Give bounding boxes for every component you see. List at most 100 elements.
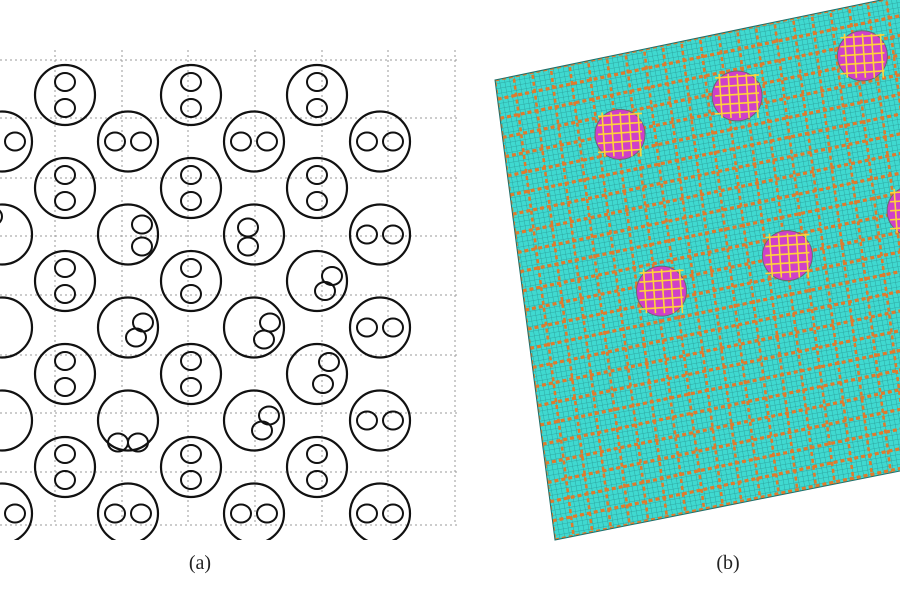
cell-circle <box>96 482 160 540</box>
pin-circle <box>54 284 76 304</box>
cell-circle <box>285 156 349 220</box>
pin-circle <box>54 258 76 278</box>
mesh-circle-line <box>840 70 885 75</box>
pin-circle <box>382 131 404 152</box>
pin-circle <box>306 98 328 118</box>
fuel-cells <box>0 63 412 540</box>
mesh-circle-line <box>651 269 657 314</box>
mesh-stripe <box>599 10 675 540</box>
fuel-cell <box>159 249 223 313</box>
mesh-stripe <box>748 0 824 533</box>
cell-circle <box>222 203 286 266</box>
cell-circle <box>33 249 97 313</box>
cell-circle <box>222 482 286 540</box>
mesh-circle-line <box>890 216 900 221</box>
caption-b: (b) <box>716 552 740 574</box>
mesh-circle-line <box>639 305 684 310</box>
cell-circle <box>33 435 97 499</box>
mesh-stripe <box>823 0 898 517</box>
fuel-cell <box>96 296 160 359</box>
mesh-circle-line <box>715 101 760 106</box>
mesh-circle-line <box>715 110 760 115</box>
pin-circle <box>251 420 273 441</box>
pin-circle <box>131 214 153 235</box>
mesh-circle <box>636 265 687 317</box>
cell-circle <box>285 63 349 127</box>
caption-a: (a) <box>188 552 212 574</box>
fuel-cell <box>348 389 412 452</box>
pin-circle <box>130 131 152 152</box>
pin-circle <box>180 377 202 397</box>
mesh-stripe <box>785 0 861 525</box>
pin-circle <box>237 236 259 257</box>
pin-circle <box>180 191 202 211</box>
mesh-circle-line <box>597 139 643 145</box>
fuel-cell <box>285 342 349 406</box>
pin-circle <box>382 410 404 431</box>
cell-circle <box>348 296 412 359</box>
cell-circle <box>33 156 97 220</box>
cell-circle <box>96 203 160 266</box>
mesh-circle-fill <box>636 265 687 317</box>
pin-circle <box>356 131 378 152</box>
cell-circle <box>96 296 160 359</box>
pin-circle <box>54 72 76 92</box>
fuel-cell <box>222 203 286 266</box>
mesh-circle-line <box>765 260 810 266</box>
cell-circle <box>348 482 412 540</box>
fuel-cell <box>285 435 349 499</box>
cell-circle <box>285 342 349 406</box>
mesh-circle-line <box>619 112 624 157</box>
pin-circle <box>230 131 252 152</box>
pin-circle <box>180 470 202 490</box>
mesh-stripe <box>543 22 619 540</box>
mesh-circle-line <box>754 73 759 119</box>
fuel-cell <box>159 435 223 499</box>
fuel-cell <box>159 63 223 127</box>
fuel-cell <box>348 482 412 540</box>
mesh-circle-line <box>745 73 750 119</box>
cell-circle <box>285 249 349 313</box>
pin-circle <box>306 72 328 92</box>
cell-circle <box>0 110 34 173</box>
pin-circle <box>0 209 3 224</box>
pin-circle <box>131 236 153 257</box>
fuel-cell <box>285 156 349 220</box>
pin-circle <box>318 352 340 372</box>
pin-circle <box>356 317 378 338</box>
pin-circle <box>127 432 149 453</box>
pin-circle <box>259 312 281 333</box>
mesh-circle-line <box>879 33 885 78</box>
mesh-stripe <box>636 2 712 540</box>
pin-circle <box>180 444 202 464</box>
pin-circle <box>54 444 76 464</box>
mesh-circle-line <box>597 148 643 154</box>
cell-circle <box>96 389 160 452</box>
pin-circle <box>312 374 334 394</box>
mesh-stripe <box>804 0 880 521</box>
pin-circle <box>54 165 76 185</box>
pin-circle <box>180 72 202 92</box>
fuel-cell <box>285 249 349 313</box>
mesh-circle <box>836 30 888 82</box>
mesh-circle-fill <box>594 108 646 160</box>
cell-circle <box>159 249 223 313</box>
pin-circle <box>382 503 404 524</box>
cell-circle <box>0 203 34 266</box>
pin-circle <box>180 98 202 118</box>
mesh-circle-line <box>597 130 643 136</box>
mesh-circle-line <box>852 33 858 78</box>
fuel-cell <box>96 482 160 540</box>
pin-circle <box>237 217 259 238</box>
mesh-stripe <box>562 18 637 540</box>
mesh-circle-line <box>777 233 783 278</box>
fuel-cell <box>222 110 286 173</box>
pin-circle <box>306 191 328 211</box>
mesh-circle-line <box>861 33 867 78</box>
mesh-circle-line <box>786 233 792 278</box>
fuel-cell <box>348 296 412 359</box>
fuel-cell <box>0 110 34 173</box>
mesh-circle-line <box>639 287 684 292</box>
mesh-stripe <box>692 0 768 540</box>
pin-arrangement-figure <box>0 50 460 540</box>
